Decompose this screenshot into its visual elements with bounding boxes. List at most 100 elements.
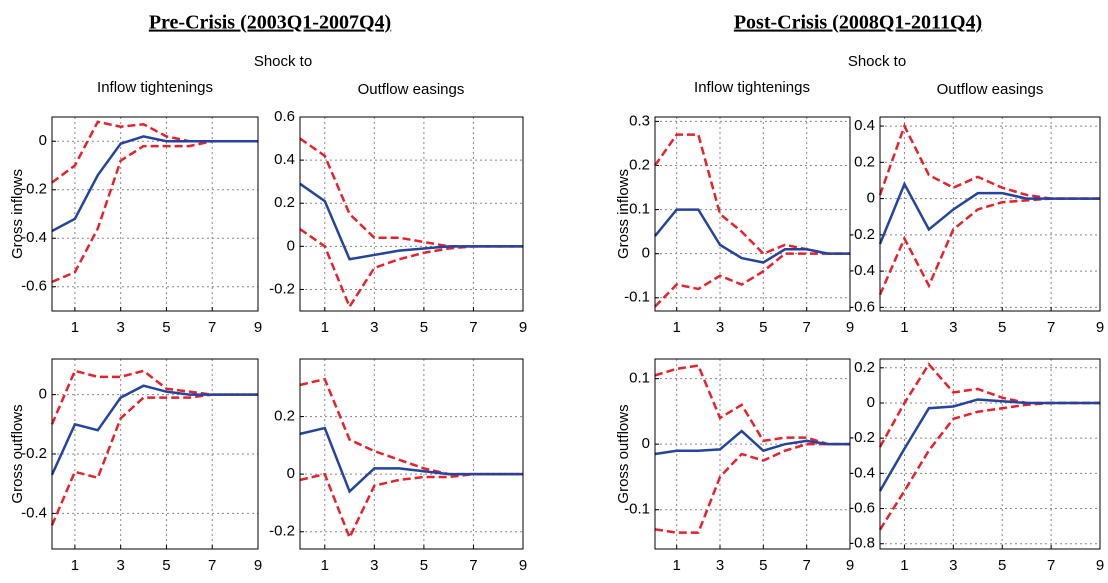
series-line <box>50 384 258 476</box>
x-tick-label: 7 <box>208 557 216 574</box>
y-tick-label: 0.1 <box>629 370 650 387</box>
x-tick-label: 7 <box>208 319 216 336</box>
series-line <box>299 182 523 261</box>
group-title: Post-Crisis (2008Q1-2011Q4) <box>734 12 982 34</box>
x-tick-label: 5 <box>162 557 170 574</box>
y-tick-label: 0 <box>39 132 47 149</box>
x-tick-label: 5 <box>420 319 428 336</box>
series-line <box>299 426 523 494</box>
y-tick-label: -0.2 <box>269 523 295 540</box>
x-tick-label: 3 <box>370 557 378 574</box>
y-tick-label: -0.8 <box>849 535 875 552</box>
y-tick-label: 0.3 <box>629 112 650 129</box>
x-tick-label: 9 <box>846 319 854 336</box>
y-tick-label: 0.4 <box>274 151 295 168</box>
x-tick-label: 3 <box>370 319 378 336</box>
plot-frame <box>299 358 524 550</box>
y-tick-label: 0.2 <box>854 153 875 170</box>
y-tick-label: -0.6 <box>849 298 875 315</box>
x-tick-label: 1 <box>71 319 79 336</box>
series-line <box>654 364 850 446</box>
y-tick-label: 0 <box>867 394 875 411</box>
y-tick-label: -0.6 <box>849 500 875 517</box>
series-line <box>50 393 258 526</box>
series-line <box>878 398 1100 492</box>
shock-label: Shock to <box>848 53 906 70</box>
y-tick-label: 0 <box>287 465 295 482</box>
y-tick-label: -0.4 <box>849 262 875 279</box>
x-tick-label: 5 <box>420 557 428 574</box>
group-title: Pre-Crisis (2003Q1-2007Q4) <box>149 12 391 34</box>
y-tick-label: 0 <box>287 237 295 254</box>
shock-label: Shock to <box>254 53 312 70</box>
series-line <box>878 197 1100 296</box>
column-title: Outflow easings <box>937 81 1044 98</box>
series-line <box>878 181 1100 245</box>
x-tick-label: 1 <box>900 319 908 336</box>
x-tick-label: 9 <box>254 557 262 574</box>
row-label: Gross outflows <box>615 404 632 503</box>
row-label: Gross inflows <box>615 169 632 259</box>
series-line <box>653 133 850 256</box>
x-tick-label: 1 <box>900 557 908 574</box>
plot-frame <box>654 358 851 550</box>
x-tick-label: 3 <box>949 557 957 574</box>
y-tick-label: 0 <box>642 435 650 452</box>
x-tick-label: 5 <box>759 319 767 336</box>
y-tick-label: 0.6 <box>274 108 295 125</box>
y-tick-label: 0.2 <box>274 194 295 211</box>
y-tick-label: 0.2 <box>854 359 875 376</box>
series-line <box>299 228 523 310</box>
x-tick-label: 1 <box>321 557 329 574</box>
x-tick-label: 9 <box>846 557 854 574</box>
series-line <box>878 401 1100 531</box>
x-tick-label: 7 <box>469 557 477 574</box>
y-tick-label: 0 <box>642 245 650 262</box>
x-tick-label: 5 <box>759 557 767 574</box>
y-tick-label: 0.4 <box>854 117 875 134</box>
series-line <box>51 140 258 284</box>
x-tick-label: 5 <box>998 557 1006 574</box>
plot-frame <box>299 116 524 312</box>
x-tick-label: 9 <box>254 319 262 336</box>
row-label: Gross outflows <box>9 404 26 503</box>
x-tick-label: 7 <box>802 557 810 574</box>
x-tick-label: 3 <box>949 319 957 336</box>
x-tick-label: 3 <box>716 319 724 336</box>
x-tick-label: 9 <box>1096 319 1104 336</box>
column-title: Inflow tightenings <box>97 79 213 96</box>
y-tick-label: 0 <box>39 386 47 403</box>
series-line <box>299 377 523 476</box>
y-tick-label: 0.2 <box>274 408 295 425</box>
series-line <box>654 252 850 308</box>
y-tick-label: -0.4 <box>21 229 47 246</box>
y-tick-label: -0.2 <box>21 181 47 198</box>
y-tick-label: -0.4 <box>849 464 875 481</box>
x-tick-label: 5 <box>998 319 1006 336</box>
series-line <box>654 442 850 534</box>
y-tick-label: -0.6 <box>21 278 47 295</box>
series-line <box>51 120 258 184</box>
x-tick-label: 3 <box>116 319 124 336</box>
column-title: Inflow tightenings <box>694 79 810 96</box>
series-line <box>51 135 258 233</box>
x-tick-label: 9 <box>519 319 527 336</box>
row-label: Gross inflows <box>9 169 26 259</box>
series-line <box>654 208 850 264</box>
x-tick-label: 7 <box>1047 319 1055 336</box>
x-tick-label: 3 <box>716 557 724 574</box>
plot-frame <box>654 116 851 312</box>
x-tick-label: 7 <box>469 319 477 336</box>
x-tick-label: 1 <box>672 319 680 336</box>
y-tick-label: -0.2 <box>21 445 47 462</box>
y-tick-label: -0.1 <box>624 289 650 306</box>
x-tick-label: 1 <box>321 319 329 336</box>
y-tick-label: 0 <box>867 190 875 207</box>
y-tick-label: -0.2 <box>269 280 295 297</box>
x-tick-label: 9 <box>1096 557 1104 574</box>
plot-frame <box>51 358 259 550</box>
series-line <box>299 472 523 541</box>
y-tick-label: 0.1 <box>629 201 650 218</box>
x-tick-label: 3 <box>116 557 124 574</box>
